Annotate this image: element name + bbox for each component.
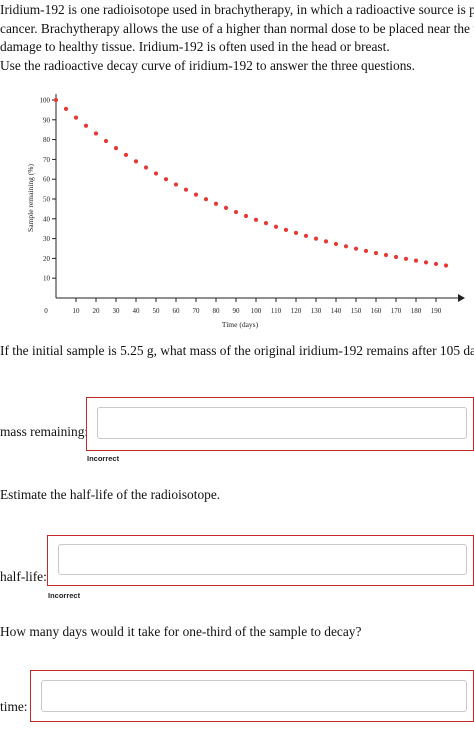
mass-feedback-badge: Incorrect [87, 454, 120, 463]
x-tick-label: 20 [93, 307, 101, 315]
x-tick-label: 110 [271, 307, 282, 315]
data-point [193, 192, 199, 197]
mass-answer-box [86, 397, 474, 451]
data-point [393, 254, 399, 260]
x-tick-label: 40 [133, 307, 141, 315]
data-point [233, 209, 239, 215]
data-point [93, 131, 99, 136]
y-tick-label: 70 [43, 156, 51, 164]
decay-chart: 10 20 30 40 50 60 70 80 90 100 0 10 20 30 40 50 60 70 80 90… [26, 94, 465, 329]
data-point [253, 217, 259, 222]
x-axis-label: Time (days) [222, 320, 259, 329]
y-tick-label: 50 [43, 196, 51, 204]
time-answer-box [30, 670, 474, 722]
data-point [203, 197, 209, 202]
data-point [213, 201, 219, 206]
y-tick-label: 100 [40, 97, 51, 105]
data-point [443, 263, 449, 268]
question-half-life-text: Estimate the half-life of the radioisoto… [0, 487, 221, 502]
data-point [173, 182, 179, 187]
x-tick-label: 10 [73, 307, 81, 315]
x-tick-label: 80 [213, 307, 221, 315]
intro-line: Iridium-192 is one radioisotope used in … [0, 2, 474, 17]
data-point [263, 221, 269, 226]
y-tick-label: 10 [43, 275, 51, 283]
x-tick-label: 170 [391, 307, 402, 315]
y-tick-label: 60 [43, 176, 51, 184]
data-point [63, 106, 69, 112]
x-tick-label: 30 [113, 307, 121, 315]
data-point [53, 97, 59, 103]
question-mass-text: If the initial sample is 5.25 g, what ma… [0, 343, 474, 358]
y-tick-label: 90 [43, 116, 51, 124]
data-point [303, 233, 309, 238]
data-point [343, 244, 349, 249]
data-point [183, 187, 189, 192]
y-tick-label: 30 [43, 235, 51, 243]
data-point [323, 239, 329, 244]
chart-prompt: Use the radioactive decay curve of iridi… [0, 58, 415, 73]
x-tick-label: 150 [351, 307, 362, 315]
data-point [293, 230, 299, 235]
half-life-input[interactable] [58, 544, 467, 575]
data-point [163, 177, 169, 182]
data-point [113, 146, 119, 151]
x-tick-label: 70 [193, 307, 201, 315]
data-point [383, 252, 389, 258]
data-point [353, 246, 359, 251]
half-life-label: half-life: [0, 569, 47, 584]
data-point [363, 248, 369, 253]
intro-line: cancer. Brachytherapy allows the use of … [0, 20, 474, 36]
data-point [403, 256, 409, 261]
y-tick-label: 20 [43, 255, 51, 263]
data-point [423, 260, 429, 265]
time-input[interactable] [41, 680, 467, 712]
x-tick-label: 120 [291, 307, 302, 315]
half-life-answer-box [47, 535, 474, 586]
intro-paragraph: Iridium-192 is one radioisotope used in … [0, 1, 474, 57]
data-point [373, 250, 379, 256]
mass-remaining-label: mass remaining: [0, 424, 89, 439]
data-point [83, 123, 89, 128]
half-life-feedback-badge: Incorrect [48, 591, 81, 600]
x-tick-label: 90 [233, 307, 241, 315]
x-tick-label: 0 [44, 307, 48, 315]
data-point [413, 258, 419, 263]
data-point [73, 115, 79, 120]
y-axis-label: Sample remaining (%) [26, 164, 35, 232]
data-point [143, 165, 149, 170]
x-tick-label: 100 [251, 307, 262, 315]
time-label: time: [0, 699, 28, 714]
data-point [283, 227, 289, 232]
x-tick-label: 140 [331, 307, 342, 315]
data-point [313, 236, 319, 241]
mass-remaining-input[interactable] [97, 407, 467, 439]
data-point [123, 152, 129, 157]
data-point [273, 224, 279, 229]
data-point [243, 213, 249, 219]
question-time-text: How many days would it take for one-thir… [0, 624, 362, 639]
y-tick-label: 40 [43, 215, 51, 223]
data-point [133, 159, 139, 164]
y-tick-label: 80 [43, 136, 51, 144]
data-point [153, 171, 159, 176]
data-point [433, 261, 439, 267]
data-point [223, 205, 229, 211]
x-tick-label: 60 [173, 307, 181, 315]
x-axis-arrow-icon [458, 294, 465, 302]
x-tick-label: 190 [431, 307, 442, 315]
intro-line: damage to healthy tissue. Iridium-192 is… [0, 39, 390, 54]
x-tick-label: 160 [371, 307, 382, 315]
data-point [333, 241, 339, 247]
data-point [103, 138, 109, 144]
x-tick-label: 180 [411, 307, 422, 315]
x-tick-label: 130 [311, 307, 322, 315]
x-tick-label: 50 [153, 307, 161, 315]
